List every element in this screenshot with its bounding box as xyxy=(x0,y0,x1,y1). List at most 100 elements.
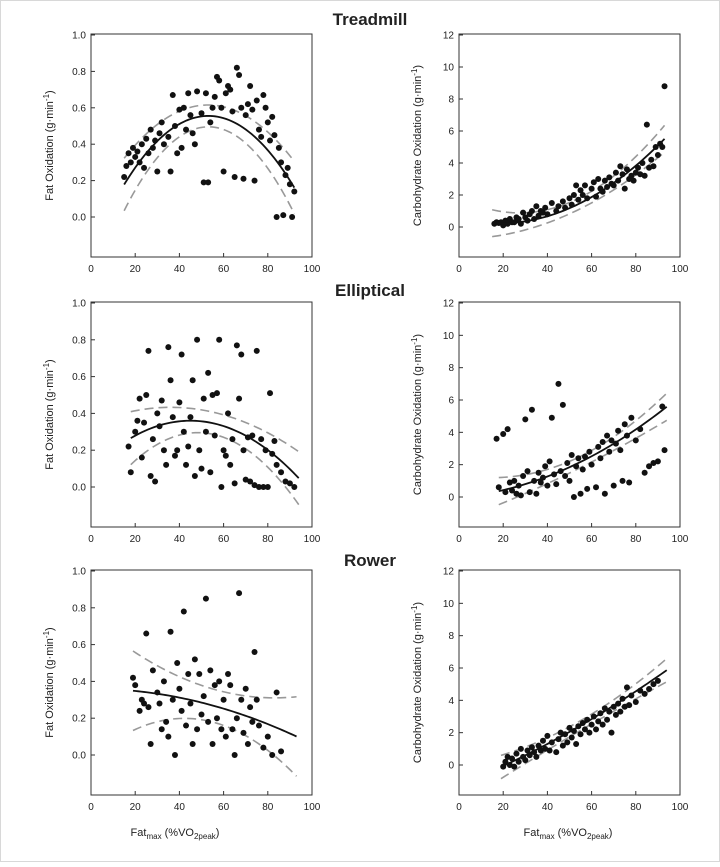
data-point xyxy=(548,200,555,206)
data-point xyxy=(238,696,245,703)
x-tick-label: 80 xyxy=(262,264,274,275)
data-point xyxy=(156,700,163,707)
x-tick-label: 0 xyxy=(88,264,94,275)
data-point xyxy=(570,494,577,500)
plot-content xyxy=(493,380,668,506)
plot-frame xyxy=(90,569,313,796)
y-tick-label: 0.6 xyxy=(72,372,86,383)
data-point xyxy=(194,88,201,95)
data-point xyxy=(650,163,657,170)
data-point xyxy=(509,755,516,762)
data-point xyxy=(593,726,600,733)
data-point xyxy=(191,472,198,479)
y-tick-label: 2 xyxy=(448,728,454,739)
data-point xyxy=(544,482,551,489)
data-point xyxy=(595,443,602,450)
data-point xyxy=(617,163,624,170)
data-point xyxy=(165,344,172,351)
data-point xyxy=(169,696,176,703)
data-point xyxy=(211,93,218,100)
plot-frame xyxy=(90,33,313,258)
y-label-end: ) xyxy=(44,90,56,94)
data-point xyxy=(202,90,209,97)
data-point xyxy=(200,179,207,186)
x-axis-label-right: Fatmax (%VO2peak) xyxy=(524,827,613,841)
ci-upper-line xyxy=(132,650,297,699)
data-point xyxy=(646,463,653,470)
data-point xyxy=(218,484,225,490)
data-point xyxy=(604,432,611,439)
data-point xyxy=(127,159,134,166)
x-axis-label-left: Fatmax (%VO2peak) xyxy=(131,827,220,841)
data-point xyxy=(504,426,511,433)
data-point xyxy=(229,436,236,443)
data-point xyxy=(160,678,167,685)
data-point xyxy=(207,469,214,476)
data-point xyxy=(621,421,628,428)
x-tick-label: 40 xyxy=(174,802,186,813)
data-point xyxy=(593,484,600,491)
data-point xyxy=(573,182,580,189)
data-point xyxy=(132,153,139,160)
data-point xyxy=(187,112,194,119)
y-tick-label: 10 xyxy=(443,63,455,74)
data-point xyxy=(207,119,214,126)
data-point xyxy=(249,718,256,725)
data-point xyxy=(511,763,518,770)
data-point xyxy=(562,472,569,479)
data-point xyxy=(258,436,265,443)
y-tick-label: 0.0 xyxy=(72,751,86,762)
y-label-sup: -1 xyxy=(410,337,419,345)
plot-content xyxy=(125,336,300,506)
data-point xyxy=(264,733,271,740)
data-point xyxy=(269,113,276,120)
data-point xyxy=(200,395,207,402)
x-label-main: Fat xyxy=(131,827,147,839)
plot-frame xyxy=(458,301,681,528)
data-point xyxy=(517,492,524,499)
data-point xyxy=(216,336,223,343)
x-tick-label: 40 xyxy=(542,264,554,275)
data-point xyxy=(595,718,602,725)
x-tick-label: 20 xyxy=(130,802,142,813)
data-point xyxy=(648,156,655,163)
data-point xyxy=(597,455,604,462)
data-point xyxy=(229,726,236,733)
data-point xyxy=(125,150,132,157)
x-label-end: ) xyxy=(609,827,613,839)
y-tick-label: 1.0 xyxy=(72,31,86,42)
data-point xyxy=(601,177,608,184)
data-point xyxy=(291,484,298,490)
data-point xyxy=(198,711,205,718)
data-point xyxy=(176,685,183,692)
data-point xyxy=(220,696,227,703)
data-point xyxy=(581,182,588,189)
data-point xyxy=(646,686,653,693)
ci-lower-line xyxy=(130,431,300,506)
data-point xyxy=(533,753,540,760)
ci-lower-line xyxy=(132,717,298,777)
data-point xyxy=(169,414,176,421)
data-point xyxy=(127,469,134,476)
data-point xyxy=(528,208,535,214)
data-point xyxy=(493,435,500,442)
data-point xyxy=(220,447,227,454)
data-point xyxy=(138,454,145,461)
data-point xyxy=(154,410,161,417)
data-point xyxy=(586,448,593,455)
data-point xyxy=(566,195,573,202)
y-tick-label: 6 xyxy=(448,664,454,675)
data-point xyxy=(260,744,267,751)
data-point xyxy=(160,447,167,454)
data-point xyxy=(132,682,139,689)
data-point xyxy=(167,628,174,635)
data-point xyxy=(249,106,256,113)
data-point xyxy=(524,747,531,754)
data-point xyxy=(187,414,194,421)
data-point xyxy=(244,740,251,747)
y-tick-label: 1.0 xyxy=(72,567,86,578)
data-point xyxy=(262,104,269,111)
y-label-sup: -1 xyxy=(42,630,51,638)
x-tick-label: 80 xyxy=(262,534,274,545)
